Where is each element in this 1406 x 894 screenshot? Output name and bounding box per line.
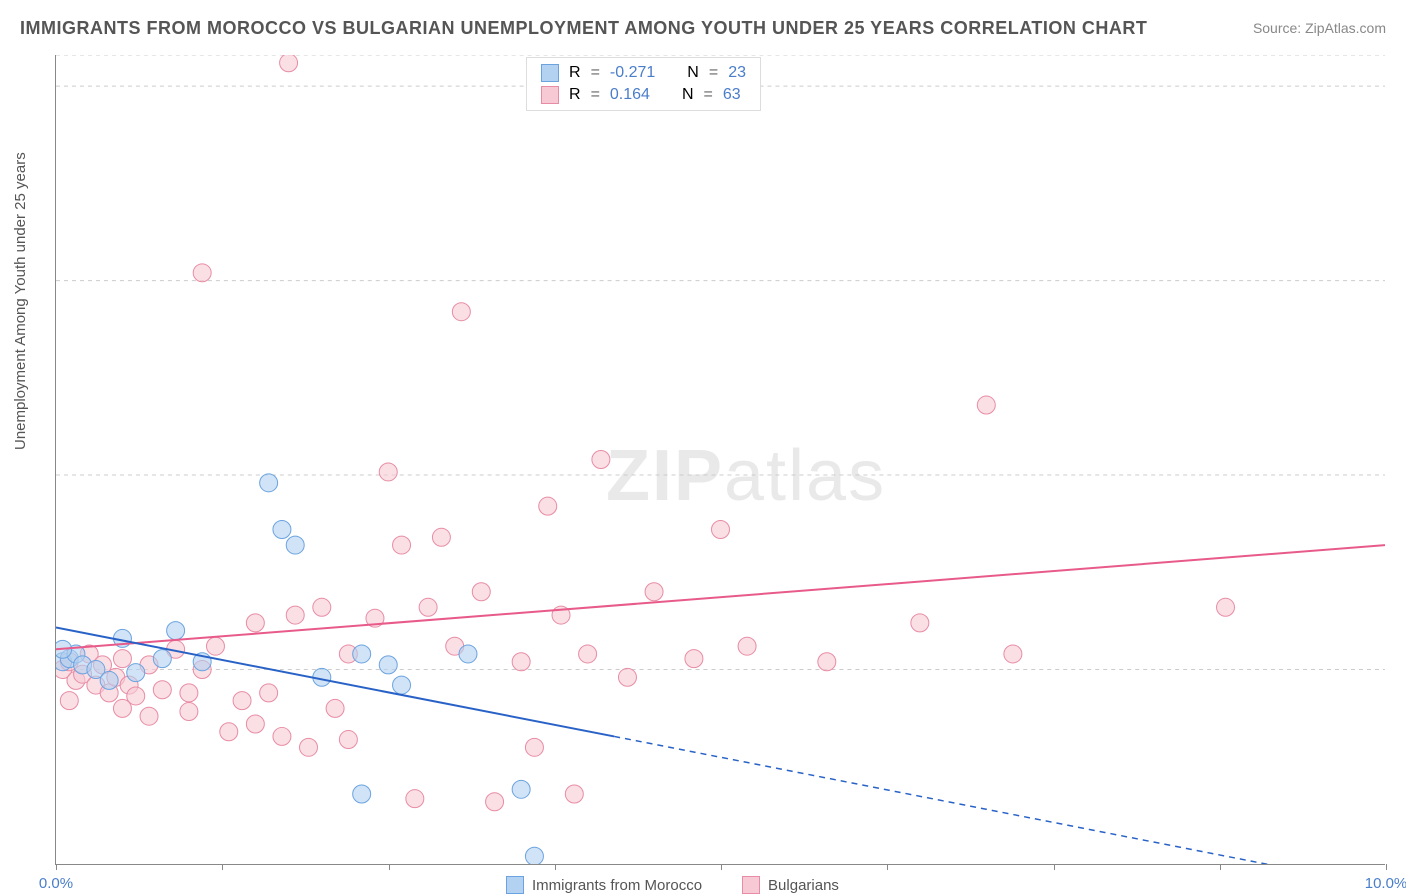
- swatch-bulgarians-bottom: [742, 876, 760, 894]
- data-point: [618, 668, 636, 686]
- n-label: N: [687, 64, 699, 82]
- legend-series: Immigrants from Morocco Bulgarians: [506, 876, 839, 894]
- data-point: [539, 497, 557, 515]
- data-point: [286, 536, 304, 554]
- data-point: [565, 785, 583, 803]
- data-point: [432, 528, 450, 546]
- y-axis-label: Unemployment Among Youth under 25 years: [12, 152, 29, 450]
- data-point: [286, 606, 304, 624]
- swatch-morocco-bottom: [506, 876, 524, 894]
- data-point: [313, 598, 331, 616]
- legend-correlation: R = -0.271 N = 23 R = 0.164 N = 63: [526, 57, 761, 111]
- data-point: [113, 650, 131, 668]
- data-point: [353, 645, 371, 663]
- data-point: [167, 622, 185, 640]
- trendline-bulgarians: [56, 545, 1385, 649]
- plot-area: ZIPatlas R = -0.271 N = 23 R = 0.164 N =…: [55, 55, 1385, 865]
- data-point: [100, 671, 118, 689]
- data-point: [140, 707, 158, 725]
- data-point: [353, 785, 371, 803]
- data-point: [977, 396, 995, 414]
- r-value-morocco: -0.271: [610, 64, 655, 82]
- data-point: [153, 650, 171, 668]
- data-point: [153, 681, 171, 699]
- data-point: [206, 637, 224, 655]
- data-point: [406, 790, 424, 808]
- trendline-morocco-dashed: [614, 736, 1385, 864]
- swatch-morocco: [541, 64, 559, 82]
- data-point: [1217, 598, 1235, 616]
- data-point: [260, 684, 278, 702]
- data-point: [193, 264, 211, 282]
- data-point: [592, 451, 610, 469]
- data-point: [393, 536, 411, 554]
- r-value-bulgarians: 0.164: [610, 86, 650, 104]
- data-point: [246, 715, 264, 733]
- plot-svg: [56, 55, 1385, 864]
- data-point: [273, 521, 291, 539]
- swatch-bulgarians: [541, 86, 559, 104]
- legend-item-morocco: Immigrants from Morocco: [506, 876, 702, 894]
- source-label: Source: ZipAtlas.com: [1253, 20, 1386, 36]
- data-point: [579, 645, 597, 663]
- data-point: [1004, 645, 1022, 663]
- data-point: [525, 738, 543, 756]
- data-point: [685, 650, 703, 668]
- data-point: [419, 598, 437, 616]
- x-tick-label-min: 0.0%: [39, 875, 73, 892]
- data-point: [472, 583, 490, 601]
- r-label: R: [569, 64, 581, 82]
- data-point: [379, 463, 397, 481]
- data-point: [452, 303, 470, 321]
- data-point: [818, 653, 836, 671]
- legend-item-bulgarians: Bulgarians: [742, 876, 839, 894]
- n-value-bulgarians: 63: [723, 86, 741, 104]
- data-point: [280, 55, 298, 72]
- data-point: [486, 793, 504, 811]
- data-point: [127, 664, 145, 682]
- legend-row-series2: R = 0.164 N = 63: [541, 84, 746, 106]
- data-point: [738, 637, 756, 655]
- data-point: [180, 684, 198, 702]
- data-point: [233, 692, 251, 710]
- data-point: [300, 738, 318, 756]
- x-tick-label-max: 10.0%: [1365, 875, 1406, 892]
- data-point: [645, 583, 663, 601]
- data-point: [113, 699, 131, 717]
- legend-row-series1: R = -0.271 N = 23: [541, 62, 746, 84]
- data-point: [339, 731, 357, 749]
- data-point: [911, 614, 929, 632]
- data-point: [712, 521, 730, 539]
- data-point: [525, 847, 543, 864]
- data-point: [180, 703, 198, 721]
- data-point: [512, 653, 530, 671]
- data-point: [273, 727, 291, 745]
- data-point: [220, 723, 238, 741]
- data-point: [459, 645, 477, 663]
- data-point: [512, 780, 530, 798]
- data-point: [393, 676, 411, 694]
- data-point: [379, 656, 397, 674]
- data-point: [260, 474, 278, 492]
- data-point: [326, 699, 344, 717]
- n-value-morocco: 23: [728, 64, 746, 82]
- data-point: [246, 614, 264, 632]
- trendline-morocco-solid: [56, 628, 614, 737]
- data-point: [60, 692, 78, 710]
- chart-title: IMMIGRANTS FROM MOROCCO VS BULGARIAN UNE…: [20, 18, 1147, 39]
